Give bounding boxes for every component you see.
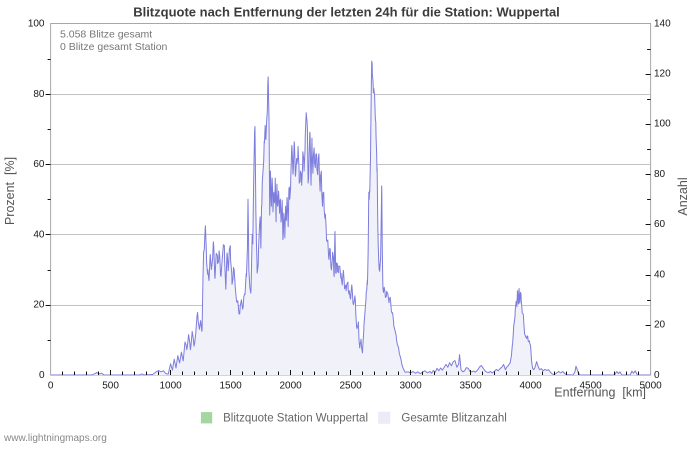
svg-text:www.lightningmaps.org: www.lightningmaps.org <box>3 433 107 444</box>
svg-text:Entfernung [km]: Entfernung [km] <box>554 386 646 400</box>
svg-text:1000: 1000 <box>159 380 182 391</box>
svg-text:4000: 4000 <box>519 380 542 391</box>
svg-text:80: 80 <box>654 169 666 180</box>
svg-text:120: 120 <box>654 69 671 80</box>
svg-text:5.058 Blitze gesamt: 5.058 Blitze gesamt <box>60 29 152 41</box>
svg-text:1500: 1500 <box>219 380 242 391</box>
svg-text:Prozent [%]: Prozent [%] <box>3 157 17 225</box>
svg-text:0: 0 <box>48 380 54 391</box>
svg-text:3500: 3500 <box>459 380 482 391</box>
svg-text:0: 0 <box>39 370 45 381</box>
svg-text:40: 40 <box>33 229 45 240</box>
svg-text:100: 100 <box>28 19 45 30</box>
svg-text:0 Blitze gesamt Station: 0 Blitze gesamt Station <box>60 41 168 53</box>
svg-text:140: 140 <box>654 18 671 29</box>
svg-text:2000: 2000 <box>279 380 302 391</box>
svg-text:20: 20 <box>33 300 45 311</box>
svg-text:100: 100 <box>654 119 671 130</box>
svg-text:2500: 2500 <box>339 380 362 391</box>
svg-text:20: 20 <box>654 320 666 331</box>
svg-text:60: 60 <box>654 219 666 230</box>
svg-text:40: 40 <box>654 269 666 280</box>
svg-text:80: 80 <box>33 89 45 100</box>
svg-text:3000: 3000 <box>399 380 422 391</box>
svg-text:500: 500 <box>102 380 119 391</box>
svg-text:4500: 4500 <box>579 380 602 391</box>
svg-text:5000: 5000 <box>639 380 662 391</box>
svg-text:Anzahl: Anzahl <box>676 177 690 215</box>
svg-text:Blitzquote Station Wuppertal: Blitzquote Station Wuppertal <box>223 412 368 424</box>
svg-text:0: 0 <box>654 370 660 381</box>
svg-text:Gesamte Blitzanzahl: Gesamte Blitzanzahl <box>401 412 506 424</box>
svg-text:Blitzquote nach Entfernung der: Blitzquote nach Entfernung der letzten 2… <box>133 5 560 20</box>
svg-text:60: 60 <box>33 159 45 170</box>
